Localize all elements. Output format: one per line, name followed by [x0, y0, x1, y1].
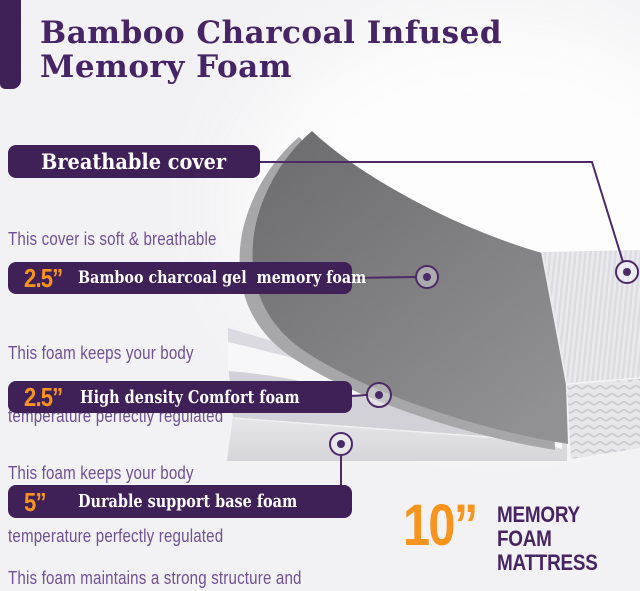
badge-line1: MEMORY FOAM	[496, 502, 580, 551]
corner-accent-bar	[0, 0, 21, 89]
product-size-badge: 10” MEMORY FOAM MATTRESS	[403, 497, 640, 575]
desc-line: This foam keeps your body	[8, 463, 194, 483]
memory-foam-layer	[239, 131, 568, 450]
callout-marker-comfort-foam	[366, 382, 392, 408]
callout-line-cover	[258, 161, 624, 263]
desc-line: This foam maintains a strong structure a…	[8, 568, 302, 588]
layer-banner-comfort-foam: 2.5” High density Comfort foam	[8, 381, 352, 413]
layer-size-comfort-foam: 2.5”	[24, 382, 63, 412]
layer-label-memory-foam: Bamboo charcoal gel memory foam	[78, 268, 367, 288]
callout-marker-base-foam	[329, 432, 353, 456]
layer-size-base-foam: 5”	[24, 486, 46, 517]
callout-marker-memory-foam	[415, 265, 439, 289]
callout-line-comfort-foam	[351, 394, 368, 397]
layer-desc-base-foam: This foam maintains a strong structure a…	[8, 526, 302, 591]
layer-desc-comfort-foam: This foam keeps your body temperature pe…	[8, 421, 223, 589]
layer-size-memory-foam: 2.5”	[24, 263, 63, 293]
page-title-line2: Memory Foam	[40, 49, 293, 85]
badge-text: MEMORY FOAM MATTRESS	[497, 503, 620, 575]
layer-banner-memory-foam: 2.5” Bamboo charcoal gel memory foam	[8, 262, 366, 294]
callout-markers	[329, 260, 639, 456]
layer-label-breathable-cover: Breathable cover	[41, 149, 227, 174]
desc-line: This foam keeps your body	[8, 343, 194, 363]
layer-label-comfort-foam: High density Comfort foam	[80, 386, 300, 408]
desc-line: temperature perfectly regulated	[8, 526, 224, 546]
layer-label-base-foam: Durable support base foam	[77, 491, 298, 512]
page-title-line1: Bamboo Charcoal Infused	[40, 15, 503, 51]
page-title: Bamboo Charcoal Infused Memory Foam	[40, 16, 502, 84]
badge-size: 10”	[403, 493, 478, 558]
layer-banner-base-foam: 5” Durable support base foam	[8, 485, 352, 518]
badge-line2: MATTRESS	[496, 550, 598, 575]
layer-banner-breathable-cover: Breathable cover	[8, 145, 260, 178]
breathable-cover-layer	[541, 250, 640, 459]
callout-line-memory-foam	[351, 276, 417, 279]
layer-desc-breathable-cover: This cover is soft & breathable	[8, 187, 217, 292]
desc-line: This cover is soft & breathable	[8, 229, 217, 249]
callout-marker-cover	[615, 260, 639, 284]
callout-lines	[258, 161, 624, 487]
